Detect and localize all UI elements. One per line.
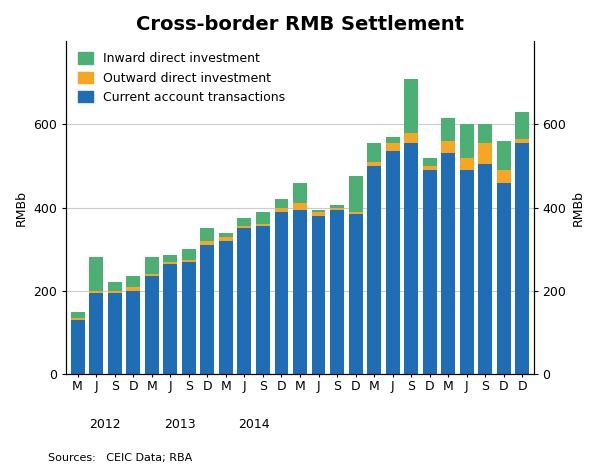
Bar xyxy=(182,260,196,262)
Bar xyxy=(367,162,381,166)
Text: 2013: 2013 xyxy=(164,417,196,431)
Bar xyxy=(386,137,400,143)
Bar xyxy=(200,228,214,241)
Bar xyxy=(515,112,529,139)
Bar xyxy=(423,170,437,374)
Bar xyxy=(107,283,122,291)
Bar xyxy=(460,158,474,170)
Bar xyxy=(182,249,196,260)
Bar xyxy=(515,139,529,143)
Bar xyxy=(163,264,177,374)
Bar xyxy=(219,241,233,374)
Bar xyxy=(497,141,511,170)
Bar xyxy=(349,214,362,374)
Bar xyxy=(311,212,325,216)
Bar xyxy=(107,293,122,374)
Bar xyxy=(442,154,455,374)
Bar xyxy=(256,212,270,224)
Bar xyxy=(145,274,158,276)
Bar xyxy=(238,226,251,228)
Text: 2012: 2012 xyxy=(89,417,121,431)
Bar xyxy=(219,237,233,241)
Bar xyxy=(200,241,214,245)
Bar xyxy=(404,143,418,374)
Bar xyxy=(478,124,493,143)
Bar xyxy=(349,212,362,214)
Bar xyxy=(442,141,455,154)
Bar xyxy=(107,291,122,293)
Bar xyxy=(126,291,140,374)
Bar xyxy=(163,262,177,264)
Bar xyxy=(275,207,289,212)
Bar xyxy=(442,118,455,141)
Bar xyxy=(238,218,251,226)
Text: 2014: 2014 xyxy=(238,417,269,431)
Bar xyxy=(460,170,474,374)
Bar xyxy=(182,262,196,374)
Bar xyxy=(515,143,529,374)
Bar xyxy=(71,320,85,374)
Bar xyxy=(330,210,344,374)
Bar xyxy=(478,143,493,164)
Bar xyxy=(497,170,511,183)
Bar xyxy=(423,166,437,170)
Y-axis label: RMBb: RMBb xyxy=(15,190,28,226)
Bar xyxy=(367,143,381,162)
Bar xyxy=(256,224,270,226)
Bar xyxy=(275,199,289,207)
Bar xyxy=(404,79,418,132)
Bar xyxy=(293,183,307,204)
Bar xyxy=(386,143,400,151)
Bar xyxy=(256,226,270,374)
Bar xyxy=(423,158,437,166)
Bar xyxy=(163,256,177,262)
Bar xyxy=(386,151,400,374)
Legend: Inward direct investment, Outward direct investment, Current account transaction: Inward direct investment, Outward direct… xyxy=(73,47,290,109)
Bar xyxy=(293,204,307,210)
Bar xyxy=(404,132,418,143)
Bar xyxy=(126,276,140,286)
Bar xyxy=(89,293,103,374)
Text: Sources:   CEIC Data; RBA: Sources: CEIC Data; RBA xyxy=(48,453,192,463)
Bar xyxy=(460,124,474,158)
Title: Cross-border RMB Settlement: Cross-border RMB Settlement xyxy=(136,15,464,34)
Bar xyxy=(275,212,289,374)
Bar xyxy=(145,276,158,374)
Bar xyxy=(330,205,344,207)
Bar xyxy=(311,216,325,374)
Bar xyxy=(497,183,511,374)
Bar xyxy=(145,257,158,274)
Bar xyxy=(293,210,307,374)
Y-axis label: RMBb: RMBb xyxy=(572,190,585,226)
Bar xyxy=(311,210,325,212)
Bar xyxy=(71,318,85,320)
Bar xyxy=(367,166,381,374)
Bar xyxy=(200,245,214,374)
Bar xyxy=(330,207,344,210)
Bar xyxy=(238,228,251,374)
Bar xyxy=(71,312,85,318)
Bar xyxy=(89,257,103,291)
Bar xyxy=(349,176,362,212)
Bar xyxy=(219,233,233,237)
Bar xyxy=(478,164,493,374)
Bar xyxy=(126,286,140,291)
Bar xyxy=(89,291,103,293)
